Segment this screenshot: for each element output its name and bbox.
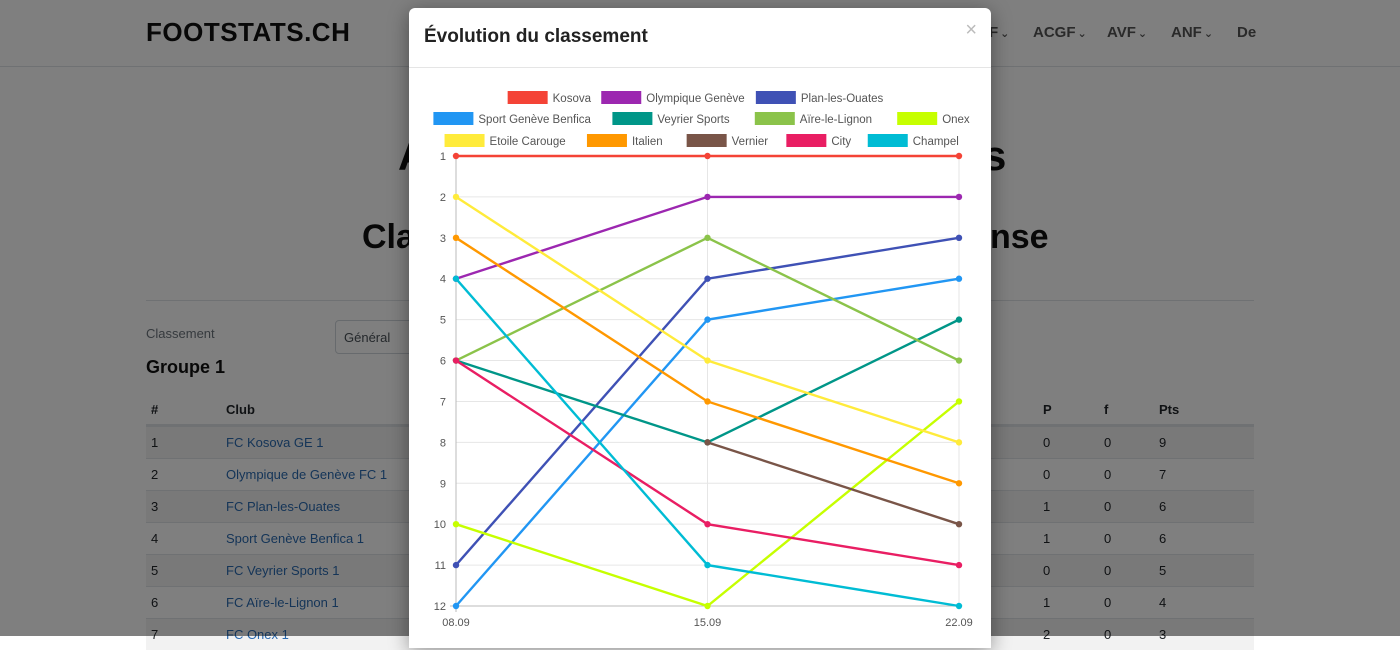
- series-line-9: [707, 441, 960, 526]
- series-point-3-1: [704, 316, 711, 323]
- series-point-4-2: [955, 316, 963, 323]
- legend-swatch-4: [612, 112, 653, 125]
- series-point-0-2: [955, 152, 963, 160]
- series-point-7-0: [452, 193, 460, 201]
- series-point-7-2: [955, 439, 963, 446]
- legend-swatch-9: [686, 134, 727, 147]
- series-point-5-2: [955, 357, 963, 364]
- x-tick-label-2: 22.09: [945, 617, 973, 629]
- y-tick-label-2: 3: [440, 233, 446, 245]
- y-tick-label-8: 9: [440, 478, 446, 490]
- legend-label-2: Plan-les-Ouates: [801, 93, 884, 105]
- y-tick-label-0: 1: [440, 151, 446, 163]
- series-point-11-2: [955, 602, 963, 610]
- series-point-8-2: [955, 480, 963, 487]
- legend-swatch-6: [897, 112, 938, 125]
- series-point-6-2: [955, 398, 963, 405]
- series-point-10-0: [452, 357, 460, 364]
- legend-swatch-5: [754, 112, 795, 125]
- series-point-3-0: [452, 602, 460, 610]
- series-point-11-0: [452, 275, 460, 282]
- legend-label-4: Veyrier Sports: [657, 114, 729, 126]
- series-point-6-1: [704, 602, 711, 610]
- series-point-6-0: [452, 520, 460, 528]
- y-tick-label-5: 6: [440, 356, 446, 368]
- legend-swatch-2: [755, 91, 796, 104]
- close-button[interactable]: ×: [965, 19, 977, 41]
- series-point-10-2: [955, 561, 963, 569]
- series-point-11-1: [704, 561, 711, 569]
- y-tick-label-11: 12: [434, 601, 446, 613]
- legend-label-5: Aïre-le-Lignon: [800, 114, 872, 126]
- y-tick-label-10: 11: [435, 560, 446, 572]
- series-point-5-1: [704, 234, 711, 242]
- legend-label-6: Onex: [942, 114, 970, 126]
- legend-swatch-8: [586, 134, 627, 147]
- legend-label-3: Sport Genève Benfica: [478, 114, 591, 126]
- legend-swatch-3: [433, 112, 474, 125]
- modal-title: Évolution du classement: [424, 26, 648, 47]
- y-tick-label-3: 4: [440, 274, 446, 286]
- series-point-1-2: [955, 193, 963, 201]
- x-tick-label-0: 08.09: [442, 617, 470, 629]
- modal-header: Évolution du classement ×: [409, 8, 991, 68]
- legend-swatch-0: [507, 91, 548, 104]
- series-point-2-0: [452, 561, 460, 569]
- legend-label-7: Etoile Carouge: [490, 136, 566, 148]
- series-point-9-0: [704, 439, 711, 446]
- series-point-0-1: [704, 152, 711, 160]
- series-point-2-2: [955, 234, 963, 242]
- y-tick-label-4: 5: [440, 315, 446, 327]
- legend-label-1: Olympique Genève: [646, 93, 744, 105]
- legend-label-8: Italien: [632, 136, 663, 148]
- series-point-7-1: [704, 357, 711, 364]
- series-point-8-0: [452, 234, 460, 242]
- legend-swatch-11: [867, 134, 908, 147]
- legend-swatch-1: [601, 91, 642, 104]
- legend-swatch-10: [786, 134, 827, 147]
- series-point-1-1: [704, 193, 711, 201]
- legend-swatch-7: [444, 134, 485, 147]
- legend-label-11: Champel: [913, 136, 959, 148]
- legend-label-10: City: [831, 136, 851, 148]
- x-tick-label-1: 15.09: [694, 617, 722, 629]
- series-point-9-1: [955, 520, 963, 528]
- series-point-10-1: [704, 520, 711, 528]
- y-tick-label-1: 2: [440, 192, 446, 204]
- series-point-8-1: [704, 398, 711, 405]
- y-tick-label-7: 8: [440, 437, 446, 449]
- y-tick-label-9: 10: [434, 519, 446, 531]
- series-point-3-2: [955, 275, 963, 282]
- ranking-evolution-modal: Évolution du classement × 1 2 3 4 5 6 7 8 9 10 11 1…: [409, 8, 991, 648]
- series-point-0-0: [452, 152, 460, 160]
- y-tick-label-6: 7: [440, 396, 446, 408]
- legend-label-9: Vernier: [732, 136, 769, 148]
- legend-label-0: Kosova: [553, 93, 592, 105]
- series-point-2-1: [704, 275, 711, 282]
